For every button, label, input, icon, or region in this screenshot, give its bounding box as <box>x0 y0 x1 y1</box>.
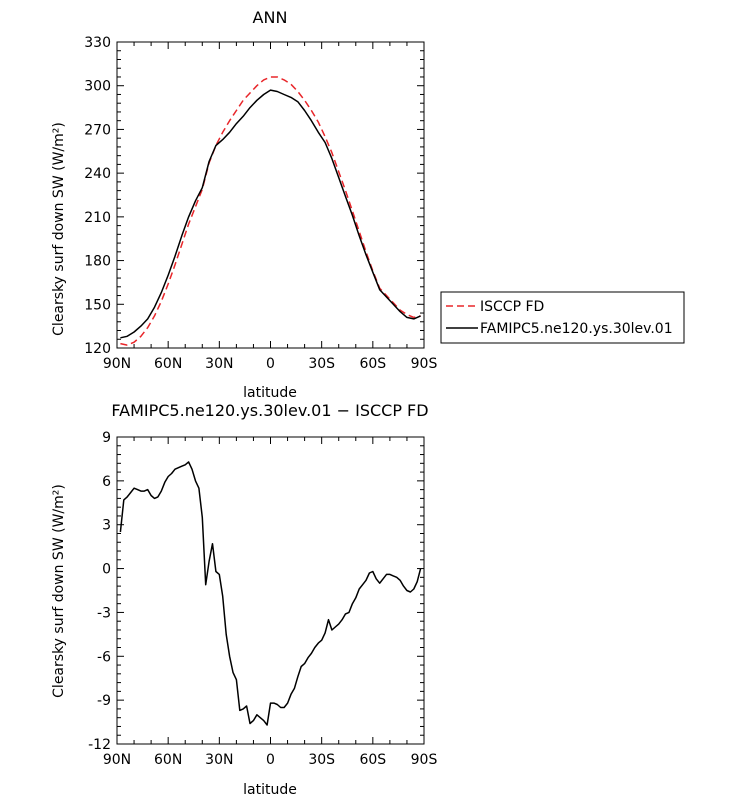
bottom-chart-x-tick-labels: 90N 60N 30N 0 30S 60S 90S <box>103 752 438 768</box>
bottom-chart-ylabel: Clearsky surf down SW (W/m²) <box>51 484 67 698</box>
top-chart-ticks <box>116 41 425 349</box>
top-chart-xlabel: latitude <box>243 385 297 401</box>
top-y-tick-label: 270 <box>84 122 111 138</box>
top-chart-series <box>120 76 421 346</box>
top-x-tick-label: 30N <box>205 356 233 372</box>
legend-box <box>440 291 685 344</box>
top-chart-x-tick-labels: 90N 60N 30N 0 30S 60S 90S <box>103 356 438 372</box>
top-chart-frame <box>116 41 425 349</box>
bottom-y-tick-label: -9 <box>97 693 111 709</box>
top-chart-panel: ANN Clearsky surf down SW (W/m²) latitud… <box>51 8 437 401</box>
top-chart-title: ANN <box>253 8 288 27</box>
legend-label-isccp: ISCCP FD <box>480 299 544 315</box>
top-chart-ylabel: Clearsky surf down SW (W/m²) <box>51 122 67 336</box>
top-y-tick-label: 330 <box>84 35 111 51</box>
top-y-tick-label: 180 <box>84 254 111 270</box>
bottom-y-tick-label: -3 <box>97 605 111 621</box>
top-x-tick-label: 60S <box>359 356 386 372</box>
top-y-tick-label: 210 <box>84 210 111 226</box>
bottom-x-tick-label: 30N <box>205 752 233 768</box>
legend-label-famipc5: FAMIPC5.ne120.ys.30lev.01 <box>480 321 673 337</box>
bottom-chart-series <box>119 461 422 726</box>
bottom-chart-panel: FAMIPC5.ne120.ys.30lev.01 − ISCCP FD Cle… <box>51 401 437 798</box>
bottom-chart-title: FAMIPC5.ne120.ys.30lev.01 − ISCCP FD <box>111 401 428 420</box>
top-y-tick-label: 300 <box>84 79 111 95</box>
bottom-chart-ticks <box>116 436 425 745</box>
bottom-chart-frame <box>116 436 425 745</box>
bottom-x-tick-label: 90S <box>411 752 438 768</box>
bottom-x-tick-label: 30S <box>308 752 335 768</box>
bottom-chart-y-tick-labels: -12 -9 -6 -3 0 3 6 9 <box>88 430 111 753</box>
top-x-tick-label: 30S <box>308 356 335 372</box>
bottom-x-tick-label: 60S <box>359 752 386 768</box>
top-y-tick-label: 150 <box>84 297 111 313</box>
top-series-line-1 <box>120 89 421 339</box>
bottom-y-tick-label: 3 <box>102 518 111 534</box>
top-x-tick-label: 0 <box>266 356 275 372</box>
bottom-y-tick-label: -6 <box>97 649 111 665</box>
bottom-y-tick-label: 6 <box>102 474 111 490</box>
bottom-x-tick-label: 0 <box>266 752 275 768</box>
top-y-tick-label: 120 <box>84 341 111 357</box>
bottom-y-tick-label: -12 <box>88 737 111 753</box>
bottom-y-tick-label: 9 <box>102 430 111 446</box>
top-x-tick-label: 60N <box>154 356 182 372</box>
top-chart-y-tick-labels: 120 150 180 210 240 270 300 330 <box>84 35 111 357</box>
bottom-x-tick-label: 90N <box>103 752 131 768</box>
bottom-series-line-0 <box>119 461 422 726</box>
top-x-tick-label: 90S <box>411 356 438 372</box>
top-series-line-0 <box>120 76 421 346</box>
top-x-tick-label: 90N <box>103 356 131 372</box>
top-chart-legend: ISCCP FD FAMIPC5.ne120.ys.30lev.01 <box>440 291 685 344</box>
bottom-y-tick-label: 0 <box>102 562 111 578</box>
top-y-tick-label: 240 <box>84 166 111 182</box>
bottom-x-tick-label: 60N <box>154 752 182 768</box>
bottom-chart-xlabel: latitude <box>243 782 297 798</box>
